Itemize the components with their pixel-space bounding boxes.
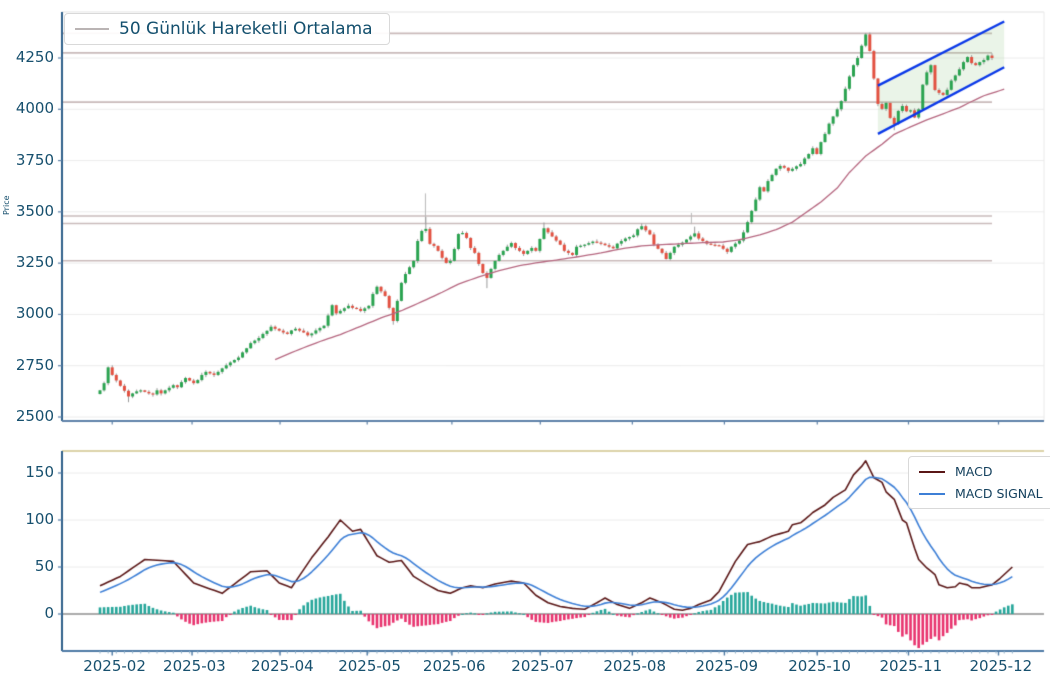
xtick-2025-11: 2025-11 <box>879 657 943 675</box>
price-ytick-4000: 4000 <box>15 99 54 118</box>
ma50-legend-line-sample <box>75 28 109 30</box>
xtick-2025-06: 2025-06 <box>422 657 486 675</box>
xtick-2025-09: 2025-09 <box>695 657 759 675</box>
xtick-2025-03: 2025-03 <box>163 657 226 675</box>
price-ytick-4250: 4250 <box>15 48 54 66</box>
price-ytick-3000: 3000 <box>15 304 54 323</box>
xtick-2025-04: 2025-04 <box>251 657 314 675</box>
xtick-2025-08: 2025-08 <box>603 657 667 675</box>
price-axis-label: Price <box>2 195 11 215</box>
ma50-legend: 50 Günlük Hareketli Ortalama <box>64 13 390 45</box>
xtick-2025-02: 2025-02 <box>83 657 146 675</box>
macd-ytick-100: 100 <box>25 510 54 528</box>
macd-legend: MACD MACD SIGNAL <box>908 456 1050 509</box>
macd-legend-label: MACD <box>955 464 993 479</box>
macd-signal-legend-line-sample <box>919 492 945 495</box>
macd-ytick-0: 0 <box>44 604 54 622</box>
xtick-2025-12: 2025-12 <box>969 657 1033 675</box>
price-ytick-3750: 3750 <box>15 150 54 169</box>
price-ytick-3500: 3500 <box>15 201 54 220</box>
macd-legend-line-sample <box>919 470 945 473</box>
price-ytick-3250: 3250 <box>15 253 54 272</box>
xtick-2025-10: 2025-10 <box>788 657 851 675</box>
xtick-2025-07: 2025-07 <box>511 657 574 675</box>
price-ytick-2750: 2750 <box>15 355 54 374</box>
ma50-legend-label: 50 Günlük Hareketli Ortalama <box>119 19 373 39</box>
xtick-2025-05: 2025-05 <box>338 657 401 675</box>
macd-ytick-50: 50 <box>34 557 54 575</box>
price-ytick-2500: 2500 <box>15 407 54 425</box>
macd-signal-legend-label: MACD SIGNAL <box>955 486 1043 501</box>
macd-ytick-150: 150 <box>25 463 54 481</box>
